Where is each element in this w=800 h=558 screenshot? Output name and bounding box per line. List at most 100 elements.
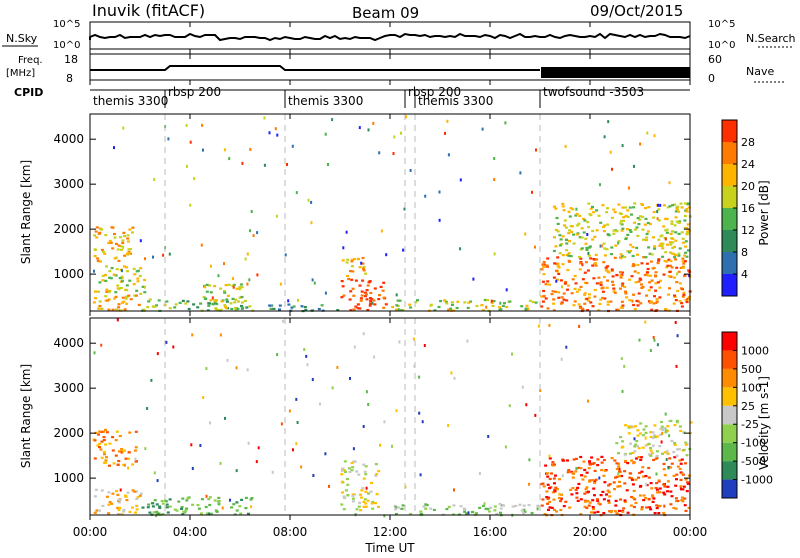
range-cell <box>358 307 362 310</box>
range-cell <box>508 404 511 408</box>
range-cell <box>495 512 499 515</box>
range-cell <box>117 303 121 306</box>
range-cell <box>107 241 111 245</box>
range-cell <box>686 232 690 235</box>
range-cell <box>649 449 653 452</box>
range-cell <box>667 275 671 278</box>
range-cell <box>111 308 115 311</box>
range-cell <box>631 254 635 258</box>
range-cell <box>560 243 564 246</box>
range-cell <box>129 248 133 251</box>
range-cell <box>122 508 126 511</box>
range-cell <box>628 229 632 232</box>
range-cell <box>98 231 102 234</box>
range-cell <box>567 284 570 287</box>
range-cell <box>493 178 496 181</box>
range-cell <box>569 255 573 258</box>
range-cell <box>662 273 666 276</box>
range-cell <box>144 285 146 289</box>
range-cell <box>657 479 661 482</box>
range-cell <box>640 508 644 511</box>
range-cell <box>628 186 630 190</box>
range-cell <box>498 306 502 309</box>
nsky-tick-bottom: 10^0 <box>53 40 80 51</box>
range-cell <box>394 506 398 509</box>
range-cell <box>544 297 548 300</box>
range-cell <box>118 501 122 504</box>
range-cell <box>438 218 441 222</box>
range-cell <box>290 306 294 309</box>
range-cell <box>633 308 637 311</box>
range-cell <box>655 435 659 438</box>
range-cell <box>400 131 402 135</box>
range-cell <box>120 269 123 273</box>
range-cell <box>146 407 149 410</box>
range-cell <box>490 301 494 304</box>
range-cell <box>664 217 668 220</box>
range-cell <box>340 296 344 299</box>
range-cell <box>611 275 615 278</box>
range-cell <box>582 217 586 220</box>
range-cell <box>652 302 656 305</box>
range-cell <box>585 506 589 509</box>
range-cell <box>626 462 630 465</box>
range-cell <box>357 505 361 508</box>
range-cell <box>635 457 638 460</box>
range-cell <box>447 424 450 427</box>
range-cell <box>593 480 597 483</box>
range-cell <box>575 496 579 499</box>
range-cell <box>240 304 243 308</box>
range-cell <box>644 444 648 447</box>
range-cell <box>638 494 642 497</box>
range-cell <box>567 469 571 472</box>
range-cell <box>674 239 678 242</box>
range-cell <box>636 445 639 448</box>
range-cell <box>126 252 129 255</box>
range-cell <box>664 307 668 311</box>
range-cell <box>600 469 604 472</box>
range-cell <box>639 456 643 459</box>
range-cell <box>560 493 563 496</box>
range-cell <box>346 258 350 261</box>
range-cell <box>629 472 633 475</box>
range-cell <box>342 495 346 498</box>
range-cell <box>185 123 188 127</box>
range-cell <box>235 469 238 473</box>
range-cell <box>211 302 215 306</box>
range-cell <box>340 473 344 476</box>
range-cell <box>572 304 576 307</box>
range-cell <box>638 471 642 475</box>
range-cell <box>580 474 584 477</box>
range-cell <box>679 462 683 465</box>
range-cell <box>670 462 674 465</box>
range-cell <box>629 249 633 253</box>
range-cell <box>618 470 622 473</box>
range-cell <box>662 511 666 515</box>
xtick-label: 04:00 <box>173 525 208 539</box>
range-cell <box>682 448 686 451</box>
range-cell <box>230 307 234 311</box>
range-cell <box>685 208 689 211</box>
range-cell <box>683 214 687 218</box>
range-cell <box>675 364 678 368</box>
range-cell <box>609 300 613 303</box>
range-cell <box>493 157 496 160</box>
range-cell <box>268 131 271 135</box>
range-cell <box>108 239 112 243</box>
range-cell <box>636 304 640 307</box>
range-cell <box>331 386 334 390</box>
range-cell <box>617 241 620 245</box>
range-cell <box>122 265 126 268</box>
range-cell <box>155 510 159 513</box>
range-cell <box>614 476 617 479</box>
range-cell <box>688 274 691 278</box>
range-cell <box>542 485 546 488</box>
range-cell <box>557 291 561 294</box>
range-cell <box>657 219 661 222</box>
range-cell <box>227 283 231 286</box>
range-cell <box>116 463 120 466</box>
range-cell <box>345 477 349 481</box>
range-cell <box>362 477 366 480</box>
range-cell <box>118 506 122 509</box>
range-cell <box>542 289 546 293</box>
